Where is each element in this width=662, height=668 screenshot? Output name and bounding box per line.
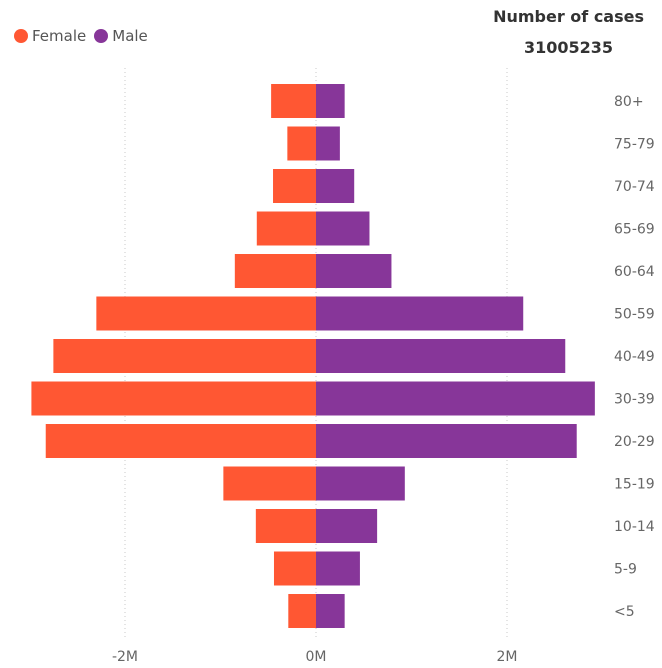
bar-male[interactable] [316, 211, 370, 246]
category-label: 80+ [614, 94, 644, 110]
category-label: 65-69 [614, 222, 655, 238]
bar-male[interactable] [316, 594, 345, 628]
category-label: 10-14 [614, 519, 655, 535]
bar-male[interactable] [316, 509, 378, 543]
bar-female[interactable] [96, 296, 316, 331]
kpi-label: Number of cases [493, 7, 644, 26]
bar-male[interactable] [316, 466, 405, 501]
x-tick-label: 2M [497, 649, 518, 665]
bar-female[interactable] [273, 551, 316, 586]
bar-female[interactable] [288, 594, 316, 628]
bar-female[interactable] [31, 381, 316, 416]
legend-item-male[interactable]: Male [94, 27, 148, 45]
chart-legend: Female Male [14, 27, 156, 45]
bar-male[interactable] [316, 169, 355, 203]
bar-male[interactable] [316, 551, 360, 586]
category-label: 15-19 [614, 477, 655, 493]
legend-label-male: Male [112, 27, 148, 45]
kpi-card: Number of cases 31005235 [493, 6, 644, 57]
legend-item-female[interactable]: Female [14, 27, 86, 45]
category-label: 20-29 [614, 434, 655, 450]
category-label: 75-79 [614, 137, 655, 153]
legend-swatch-male [94, 29, 109, 43]
bar-male[interactable] [316, 339, 566, 373]
bar-male[interactable] [316, 254, 392, 288]
x-tick-label: 0M [306, 649, 327, 665]
category-label: 60-64 [614, 264, 655, 280]
bar-female[interactable] [287, 126, 316, 161]
x-tick-label: -2M [112, 649, 138, 665]
bar-female[interactable] [255, 509, 316, 543]
bar-male[interactable] [316, 424, 577, 458]
bar-female[interactable] [45, 424, 317, 458]
bar-male[interactable] [316, 381, 595, 416]
bar-male[interactable] [316, 126, 340, 161]
bar-female[interactable] [271, 84, 316, 118]
category-label: 70-74 [614, 179, 655, 195]
category-label: 30-39 [614, 392, 655, 408]
bar-female[interactable] [234, 254, 316, 288]
category-label: <5 [614, 604, 635, 620]
category-label: 50-59 [614, 307, 655, 323]
bar-female[interactable] [53, 339, 316, 373]
bar-male[interactable] [316, 296, 524, 331]
bar-female[interactable] [256, 211, 316, 246]
legend-swatch-female [14, 29, 28, 43]
bar-male[interactable] [316, 84, 345, 118]
category-label: 40-49 [614, 349, 655, 365]
bar-female[interactable] [273, 169, 316, 203]
bar-female[interactable] [223, 466, 316, 501]
category-label: 5-9 [614, 562, 637, 578]
legend-label-female: Female [32, 27, 87, 45]
kpi-value: 31005235 [524, 38, 614, 57]
